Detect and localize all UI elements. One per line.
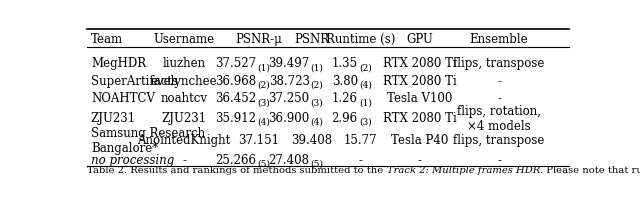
Text: 25.266: 25.266 bbox=[215, 154, 256, 167]
Text: -: - bbox=[182, 154, 186, 167]
Text: RTX 2080 Ti: RTX 2080 Ti bbox=[383, 112, 456, 125]
Text: 38.723: 38.723 bbox=[269, 75, 310, 88]
Text: (2): (2) bbox=[310, 81, 323, 90]
Text: -: - bbox=[358, 154, 362, 167]
Text: 37.250: 37.250 bbox=[269, 92, 310, 105]
Text: Username: Username bbox=[154, 33, 215, 46]
Text: (1): (1) bbox=[310, 63, 323, 72]
Text: 39.408: 39.408 bbox=[292, 134, 333, 147]
Text: -: - bbox=[497, 75, 501, 88]
Text: (2): (2) bbox=[359, 63, 371, 72]
Text: 35.912: 35.912 bbox=[215, 112, 256, 125]
Text: AnointedKnight: AnointedKnight bbox=[138, 134, 231, 147]
Text: 1.35: 1.35 bbox=[332, 57, 358, 70]
Text: 2.96: 2.96 bbox=[332, 112, 358, 125]
Text: (3): (3) bbox=[359, 118, 371, 127]
Text: -: - bbox=[418, 154, 422, 167]
Text: 39.497: 39.497 bbox=[268, 57, 310, 70]
Text: -: - bbox=[497, 92, 501, 105]
Text: (3): (3) bbox=[257, 98, 270, 107]
Text: RTX 2080 Ti: RTX 2080 Ti bbox=[383, 75, 456, 88]
Text: Table 2. Results and rankings of methods submitted to the: Table 2. Results and rankings of methods… bbox=[88, 166, 387, 175]
Text: 3.80: 3.80 bbox=[332, 75, 358, 88]
Text: RTX 2080 Ti: RTX 2080 Ti bbox=[383, 57, 456, 70]
Text: Tesla P40: Tesla P40 bbox=[391, 134, 449, 147]
Text: (4): (4) bbox=[310, 118, 323, 127]
Text: Team: Team bbox=[91, 33, 123, 46]
Text: (1): (1) bbox=[359, 98, 372, 107]
Text: 37.151: 37.151 bbox=[238, 134, 279, 147]
Text: PSNR-μ: PSNR-μ bbox=[235, 33, 282, 46]
Text: GPU: GPU bbox=[406, 33, 433, 46]
Text: Track 2: Multiple frames HDR: Track 2: Multiple frames HDR bbox=[387, 166, 540, 175]
Text: SuperArtifacts: SuperArtifacts bbox=[91, 75, 178, 88]
Text: liuzhen: liuzhen bbox=[163, 57, 205, 70]
Text: (2): (2) bbox=[257, 81, 270, 90]
Text: (5): (5) bbox=[310, 160, 324, 169]
Text: 36.900: 36.900 bbox=[268, 112, 310, 125]
Text: flips, rotation,
×4 models: flips, rotation, ×4 models bbox=[457, 105, 541, 133]
Text: noahtcv: noahtcv bbox=[161, 92, 207, 105]
Text: PSNR: PSNR bbox=[294, 33, 330, 46]
Text: 15.77: 15.77 bbox=[344, 134, 377, 147]
Text: (5): (5) bbox=[257, 160, 270, 169]
Text: evelynchee: evelynchee bbox=[151, 75, 218, 88]
Text: 27.408: 27.408 bbox=[269, 154, 310, 167]
Text: -: - bbox=[497, 154, 501, 167]
Text: ZJU231: ZJU231 bbox=[91, 112, 136, 125]
Text: (4): (4) bbox=[257, 118, 270, 127]
Text: Ensemble: Ensemble bbox=[470, 33, 529, 46]
Text: no processing: no processing bbox=[91, 154, 174, 167]
Text: Samsung Research
Bangalore*: Samsung Research Bangalore* bbox=[91, 127, 205, 155]
Text: Runtime (s): Runtime (s) bbox=[326, 33, 395, 46]
Text: 1.26: 1.26 bbox=[332, 92, 358, 105]
Text: flips, transpose: flips, transpose bbox=[453, 134, 545, 147]
Text: 36.968: 36.968 bbox=[215, 75, 256, 88]
Text: Tesla V100: Tesla V100 bbox=[387, 92, 452, 105]
Text: flips, transpose: flips, transpose bbox=[453, 57, 545, 70]
Text: (4): (4) bbox=[359, 81, 372, 90]
Text: 37.527: 37.527 bbox=[215, 57, 256, 70]
Text: . Please note that running times are self-reported.: . Please note that running times are sel… bbox=[540, 166, 640, 175]
Text: NOAHTCV: NOAHTCV bbox=[91, 92, 155, 105]
Text: ZJU231: ZJU231 bbox=[161, 112, 207, 125]
Text: (3): (3) bbox=[310, 98, 323, 107]
Text: MegHDR: MegHDR bbox=[91, 57, 146, 70]
Text: (1): (1) bbox=[257, 63, 270, 72]
Text: 36.452: 36.452 bbox=[215, 92, 256, 105]
